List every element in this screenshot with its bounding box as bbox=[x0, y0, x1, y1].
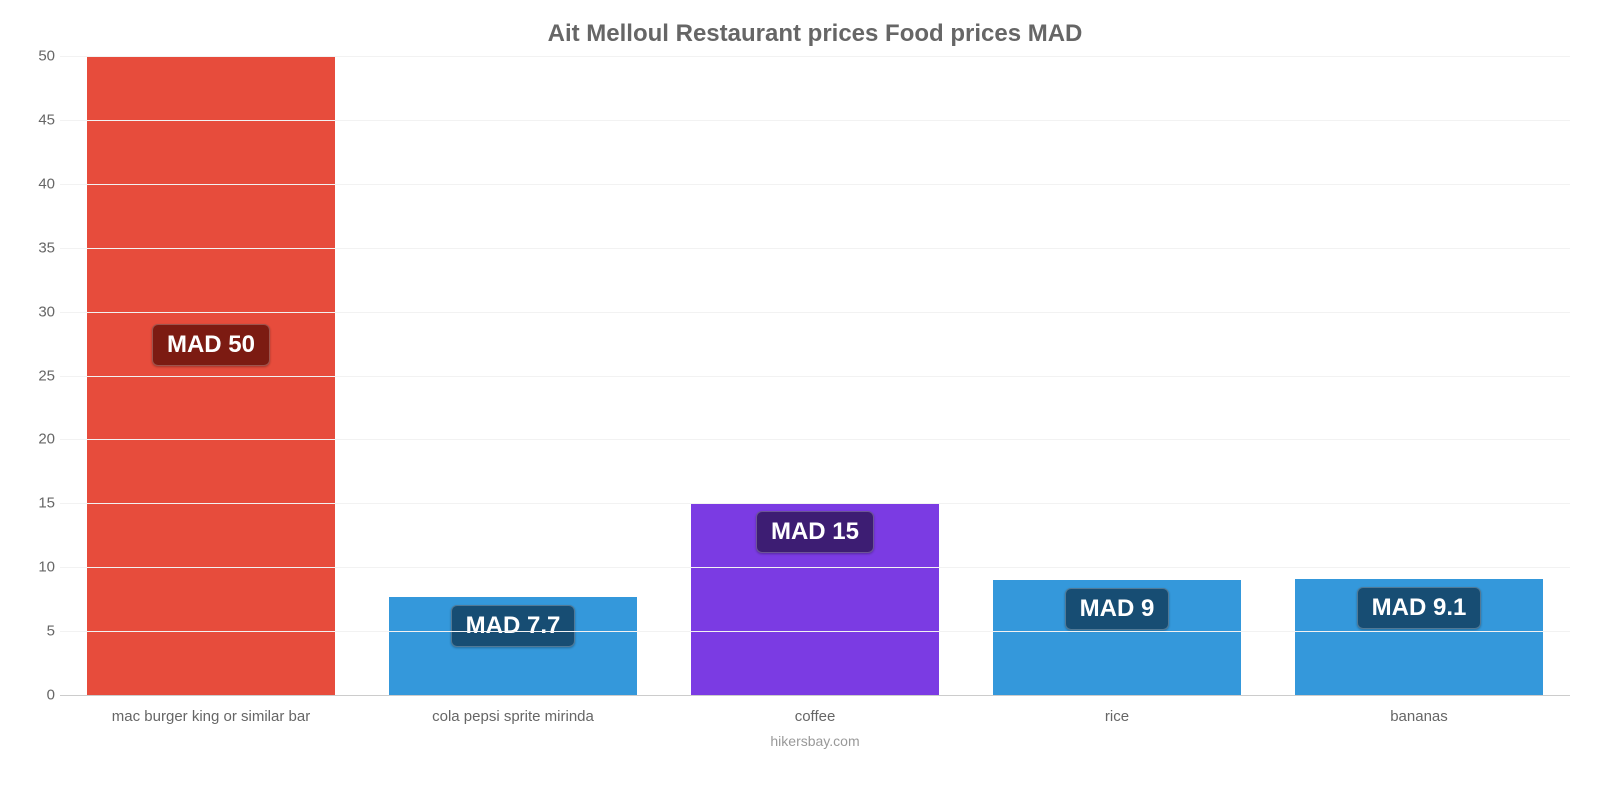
grid-line bbox=[60, 120, 1570, 121]
price-chart: Ait Melloul Restaurant prices Food price… bbox=[0, 0, 1600, 800]
bar-value-label: MAD 7.7 bbox=[451, 605, 576, 647]
bar-value-label: MAD 9.1 bbox=[1357, 587, 1482, 629]
y-tick: 30 bbox=[20, 303, 55, 320]
y-tick: 45 bbox=[20, 111, 55, 128]
x-axis-label: bananas bbox=[1268, 708, 1570, 725]
grid-line bbox=[60, 376, 1570, 377]
grid-line bbox=[60, 248, 1570, 249]
source-label: hikersbay.com bbox=[60, 733, 1570, 749]
grid-line bbox=[60, 56, 1570, 57]
x-axis-label: coffee bbox=[664, 708, 966, 725]
y-tick: 40 bbox=[20, 175, 55, 192]
bar: MAD 7.7 bbox=[389, 597, 637, 695]
plot-area: MAD 50MAD 7.7MAD 15MAD 9MAD 9.1 05101520… bbox=[60, 56, 1570, 696]
bar: MAD 9 bbox=[993, 580, 1241, 695]
x-axis-labels: mac burger king or similar barcola pepsi… bbox=[60, 708, 1570, 725]
y-tick: 25 bbox=[20, 367, 55, 384]
bar: MAD 15 bbox=[691, 503, 939, 695]
bar-value-label: MAD 9 bbox=[1065, 588, 1170, 630]
bar-value-label: MAD 50 bbox=[152, 324, 270, 366]
y-tick: 20 bbox=[20, 431, 55, 448]
grid-line bbox=[60, 567, 1570, 568]
y-tick: 10 bbox=[20, 559, 55, 576]
grid-line bbox=[60, 312, 1570, 313]
y-tick: 5 bbox=[20, 623, 55, 640]
bar-value-label: MAD 15 bbox=[756, 511, 874, 553]
y-tick: 15 bbox=[20, 495, 55, 512]
grid-line bbox=[60, 439, 1570, 440]
grid-line bbox=[60, 631, 1570, 632]
grid-line bbox=[60, 503, 1570, 504]
x-axis-label: mac burger king or similar bar bbox=[60, 708, 362, 725]
y-tick: 50 bbox=[20, 48, 55, 65]
chart-title: Ait Melloul Restaurant prices Food price… bbox=[60, 20, 1570, 48]
y-tick: 35 bbox=[20, 239, 55, 256]
grid-line bbox=[60, 184, 1570, 185]
y-tick: 0 bbox=[20, 687, 55, 704]
x-axis-label: cola pepsi sprite mirinda bbox=[362, 708, 664, 725]
x-axis-label: rice bbox=[966, 708, 1268, 725]
bar: MAD 9.1 bbox=[1295, 579, 1543, 695]
